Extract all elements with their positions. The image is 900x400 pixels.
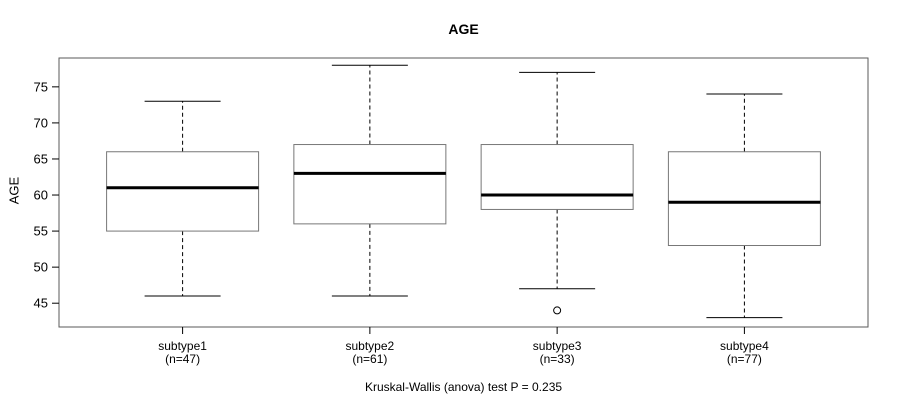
y-tick-label-45: 45 [34,296,48,311]
box-subtype2 [293,144,447,225]
plot-area-border [58,57,869,328]
chart-title: AGE [448,21,479,37]
x-sublabel-subtype1: (n=47) [165,352,200,366]
x-sublabel-subtype2: (n=61) [352,352,387,366]
x-sublabel-subtype3: (n=33) [540,352,575,366]
y-tick-label-75: 75 [34,79,48,94]
y-tick-label-65: 65 [34,151,48,166]
box-subtype3 [480,144,634,210]
box-subtype1 [106,151,260,232]
footnote: Kruskal-Wallis (anova) test P = 0.235 [364,380,563,394]
x-label-subtype4: subtype4 [720,339,769,353]
box-subtype4 [667,151,821,247]
x-label-subtype1: subtype1 [158,339,207,353]
y-tick-label-50: 50 [34,260,48,275]
outlier-subtype3-0 [553,306,562,315]
y-tick-label-70: 70 [34,115,48,130]
x-label-subtype2: subtype2 [346,339,395,353]
x-label-subtype3: subtype3 [533,339,582,353]
y-tick-label-55: 55 [34,224,48,239]
y-tick-label-60: 60 [34,188,48,203]
x-sublabel-subtype4: (n=77) [727,352,762,366]
